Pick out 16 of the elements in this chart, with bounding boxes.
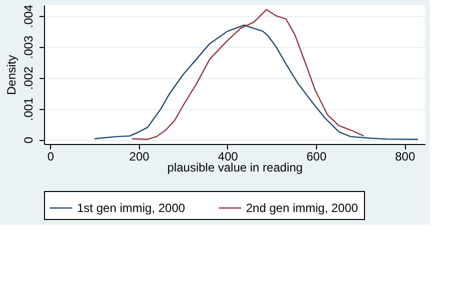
y-tick-label: .001 [22, 97, 36, 121]
legend-label: 2nd gen immig, 2000 [246, 201, 358, 215]
x-axis-title: plausible value in reading [167, 160, 303, 174]
line-series [132, 9, 364, 140]
line-series [94, 24, 419, 140]
y-tick-label: .004 [22, 4, 36, 28]
legend-label: 1st gen immig, 2000 [77, 201, 186, 215]
y-axis-title: Density [4, 54, 18, 96]
x-tick-label: 800 [395, 150, 416, 164]
x-tick-label: 600 [306, 150, 327, 164]
y-tick-label: .003 [22, 35, 36, 59]
x-tick-label: 400 [218, 150, 238, 164]
y-tick-label: .002 [22, 66, 36, 90]
x-tick-label: 0 [47, 150, 54, 164]
x-tick-label: 200 [129, 150, 150, 164]
y-tick-label: 0 [22, 136, 36, 144]
